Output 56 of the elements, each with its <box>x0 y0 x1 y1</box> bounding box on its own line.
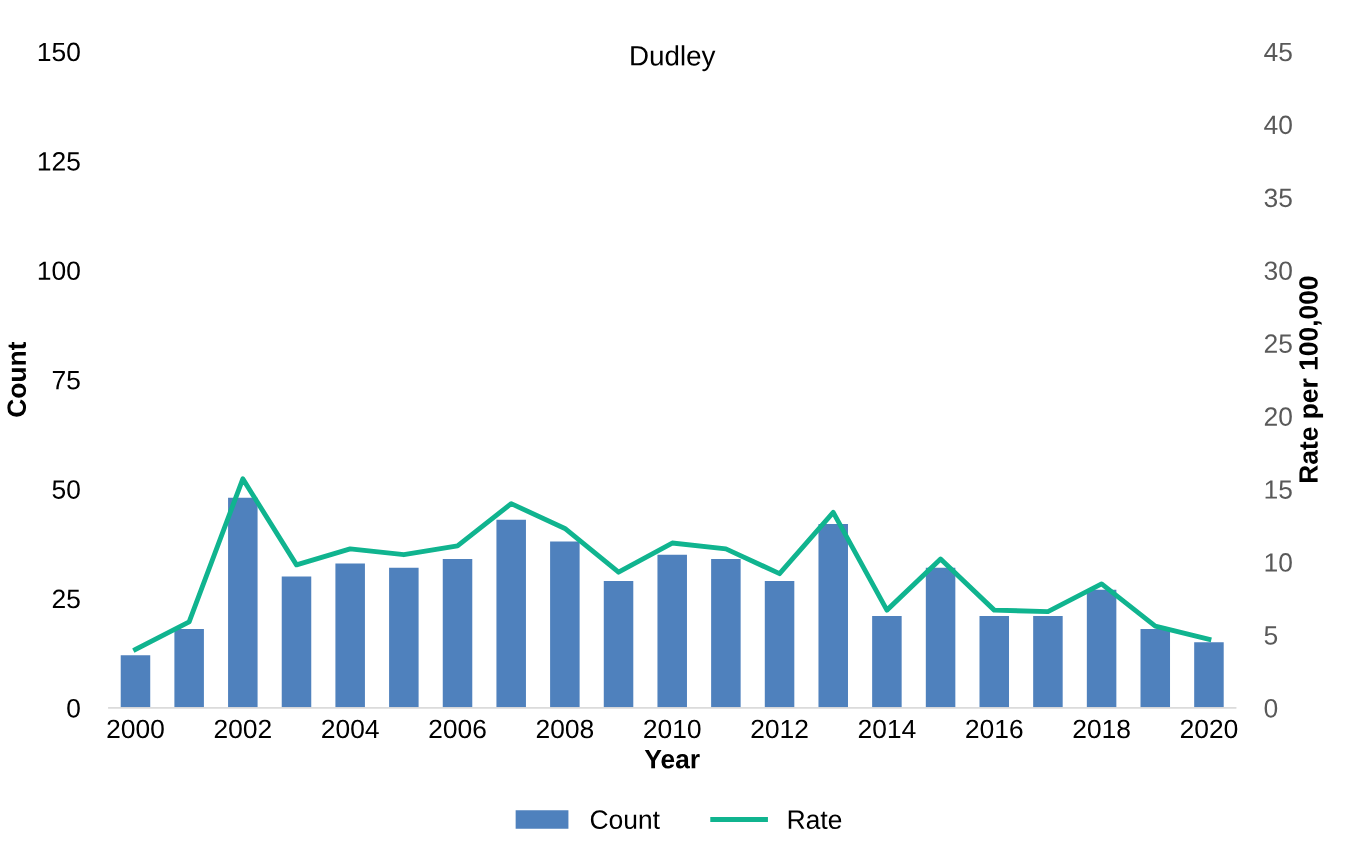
bar <box>281 576 312 708</box>
bar <box>1033 615 1063 708</box>
y-tick-label: 75 <box>52 371 80 390</box>
x-tick-label: 2000 <box>107 719 164 739</box>
y2-tick-label: 20 <box>1264 407 1292 426</box>
y-tick-label: 125 <box>38 152 80 171</box>
y2-tick-label: 0 <box>1264 698 1278 718</box>
x-tick-label: 2016 <box>966 719 1023 739</box>
x-tick-label: 2004 <box>322 719 379 739</box>
bar <box>1086 589 1117 708</box>
y-tick-label: 25 <box>52 589 80 609</box>
bar <box>442 559 473 708</box>
y2-tick-label: 30 <box>1264 261 1292 281</box>
x-tick-label: 2018 <box>1073 719 1130 739</box>
y2-tick-label: 5 <box>1264 626 1278 645</box>
bar <box>120 655 151 708</box>
x-tick-label: 2020 <box>1180 719 1238 739</box>
x-axis-title: Year <box>644 750 700 769</box>
bar <box>496 519 526 708</box>
y2-tick-label: 45 <box>1264 42 1292 62</box>
bar <box>174 629 204 708</box>
line-series <box>133 476 1212 652</box>
x-tick-label: 2014 <box>858 719 916 739</box>
bar <box>603 580 634 708</box>
bar <box>979 615 1010 708</box>
bar <box>925 567 956 708</box>
x-tick-label: 2006 <box>429 719 486 739</box>
bar <box>657 554 687 708</box>
y2-tick-label: 40 <box>1264 115 1292 135</box>
y-axis-title: Count <box>7 341 27 417</box>
x-tick-label: 2008 <box>536 719 594 739</box>
chart-title: Dudley <box>631 45 716 72</box>
bar <box>550 541 580 708</box>
x-tick-label: 2010 <box>644 719 701 739</box>
y2-tick-label: 10 <box>1265 553 1292 572</box>
x-tick-label: 2012 <box>751 719 808 739</box>
bar <box>711 559 741 708</box>
bar <box>872 615 902 708</box>
y2-axis-title: Rate per 100,000 <box>1299 276 1324 483</box>
y2-tick-label: 25 <box>1264 334 1292 354</box>
legend-label: Count <box>590 810 660 830</box>
y-tick-label: 100 <box>38 261 80 281</box>
bar <box>818 524 848 708</box>
y-tick-label: 150 <box>38 42 80 62</box>
y2-tick-label: 35 <box>1264 188 1292 208</box>
bar <box>764 580 795 708</box>
bar <box>389 567 419 708</box>
y2-tick-label: 15 <box>1265 480 1292 499</box>
legend-label: Rate <box>788 810 842 830</box>
bar <box>1140 629 1171 708</box>
bar <box>1194 642 1224 708</box>
x-tick-label: 2002 <box>214 719 271 739</box>
bar <box>228 497 258 708</box>
bar <box>335 563 365 708</box>
y-tick-label: 50 <box>52 480 80 499</box>
y-tick-label: 0 <box>67 698 80 718</box>
